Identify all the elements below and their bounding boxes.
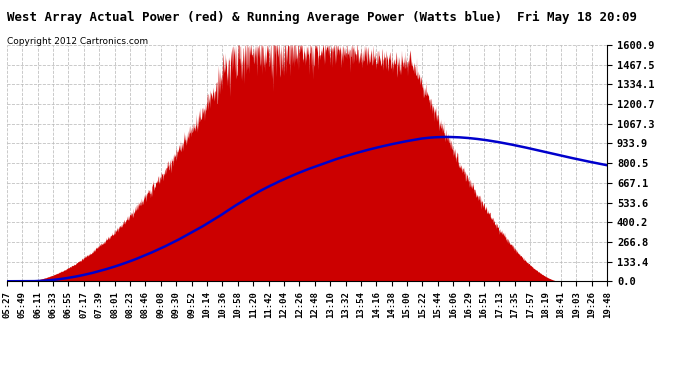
Text: West Array Actual Power (red) & Running Average Power (Watts blue)  Fri May 18 2: West Array Actual Power (red) & Running … [7, 11, 637, 24]
Text: Copyright 2012 Cartronics.com: Copyright 2012 Cartronics.com [7, 38, 148, 46]
